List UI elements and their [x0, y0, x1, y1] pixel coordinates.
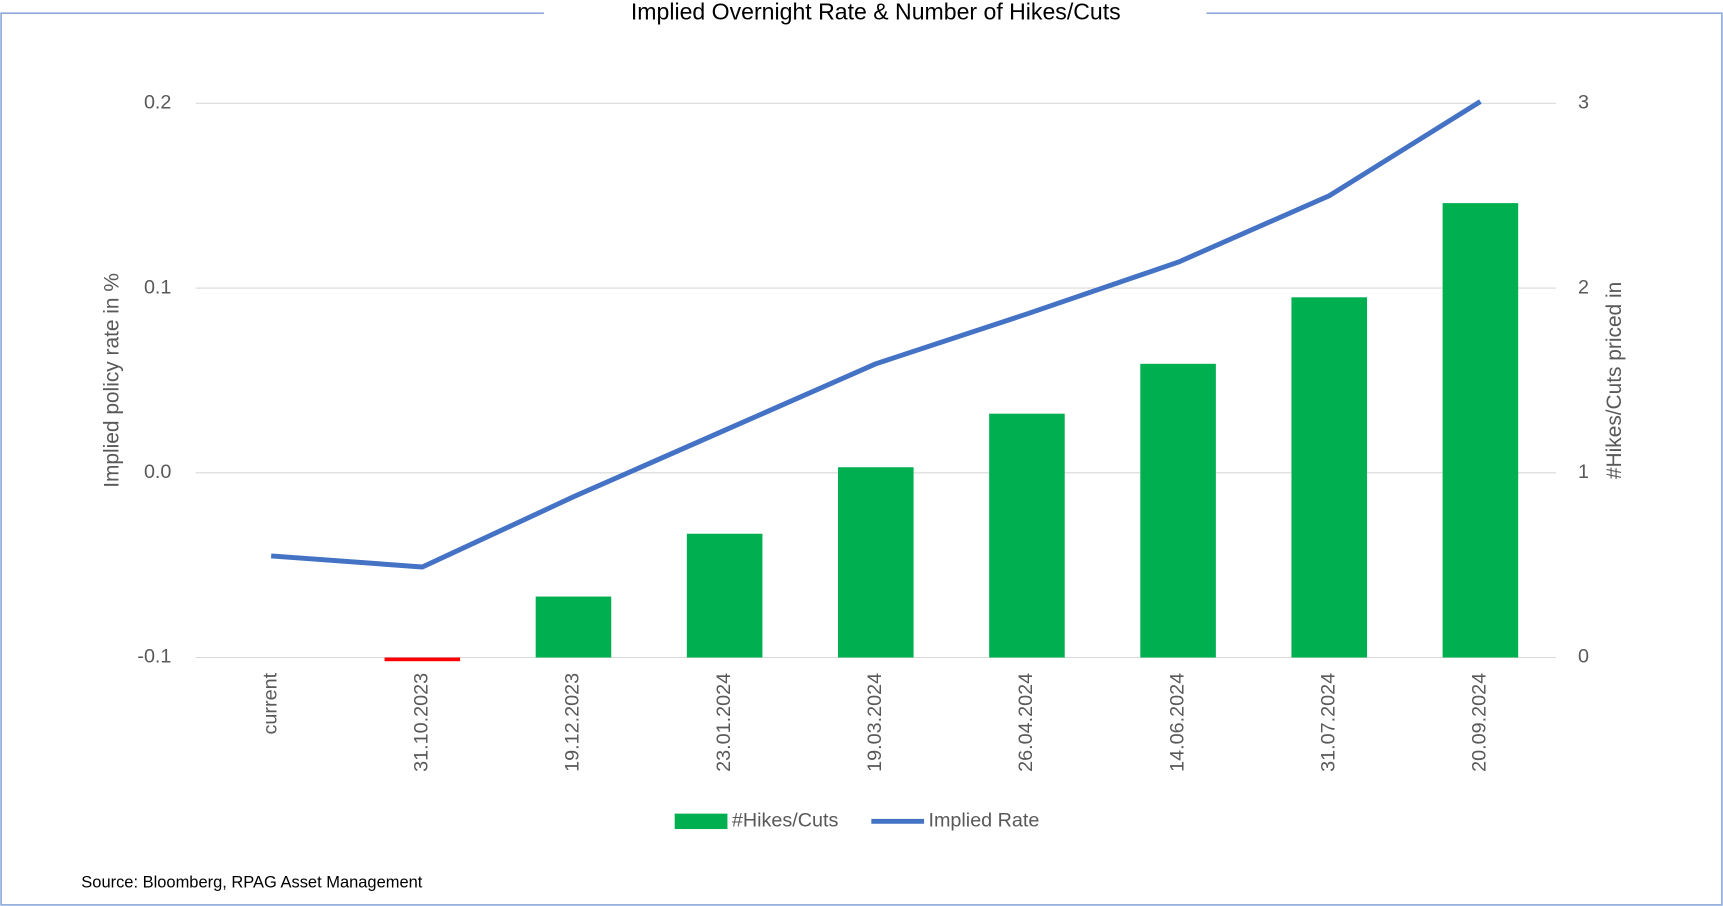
- x-tick-label: 19.12.2023: [562, 673, 584, 772]
- y-axis-label: Implied policy rate in %: [101, 273, 124, 488]
- x-tick-label: 14.06.2024: [1166, 673, 1188, 772]
- bar: [686, 533, 763, 658]
- title-backdrop: [543, 0, 1207, 29]
- x-tick-label: 19.03.2024: [864, 673, 886, 772]
- bar: [1442, 203, 1519, 658]
- bar: [837, 467, 914, 658]
- x-tick-label: 20.09.2024: [1469, 673, 1491, 772]
- chart-title: Implied Overnight Rate & Number of Hikes…: [631, 0, 1121, 24]
- x-tick-label: 26.04.2024: [1015, 673, 1037, 772]
- y-tick-label: 0.0: [144, 461, 171, 483]
- legend-label: #Hikes/Cuts: [732, 810, 839, 832]
- bar: [989, 413, 1065, 658]
- y-tick-label: -0.1: [137, 646, 171, 668]
- legend-swatch: [674, 813, 728, 830]
- x-tick-label: 23.01.2024: [713, 673, 735, 772]
- y2-axis-label: #Hikes/Cuts priced in: [1603, 282, 1626, 479]
- y-tick-label: 0.1: [144, 276, 171, 298]
- source-note: Source: Bloomberg, RPAG Asset Management: [81, 873, 422, 891]
- bar: [535, 596, 612, 658]
- x-tick-label: current: [259, 672, 281, 734]
- bar: [1140, 363, 1216, 658]
- bar: [384, 657, 461, 662]
- x-tick-label: 31.07.2024: [1317, 673, 1339, 772]
- y2-tick-label: 2: [1578, 276, 1589, 298]
- y2-tick-label: 1: [1578, 461, 1589, 483]
- y-tick-label: 0.2: [144, 92, 171, 114]
- y2-tick-label: 0: [1578, 646, 1589, 668]
- x-tick-label: 31.10.2023: [411, 673, 433, 772]
- legend-label: Implied Rate: [928, 810, 1039, 832]
- bar: [1291, 297, 1368, 658]
- y2-tick-label: 3: [1578, 92, 1589, 114]
- line: [270, 99, 1482, 570]
